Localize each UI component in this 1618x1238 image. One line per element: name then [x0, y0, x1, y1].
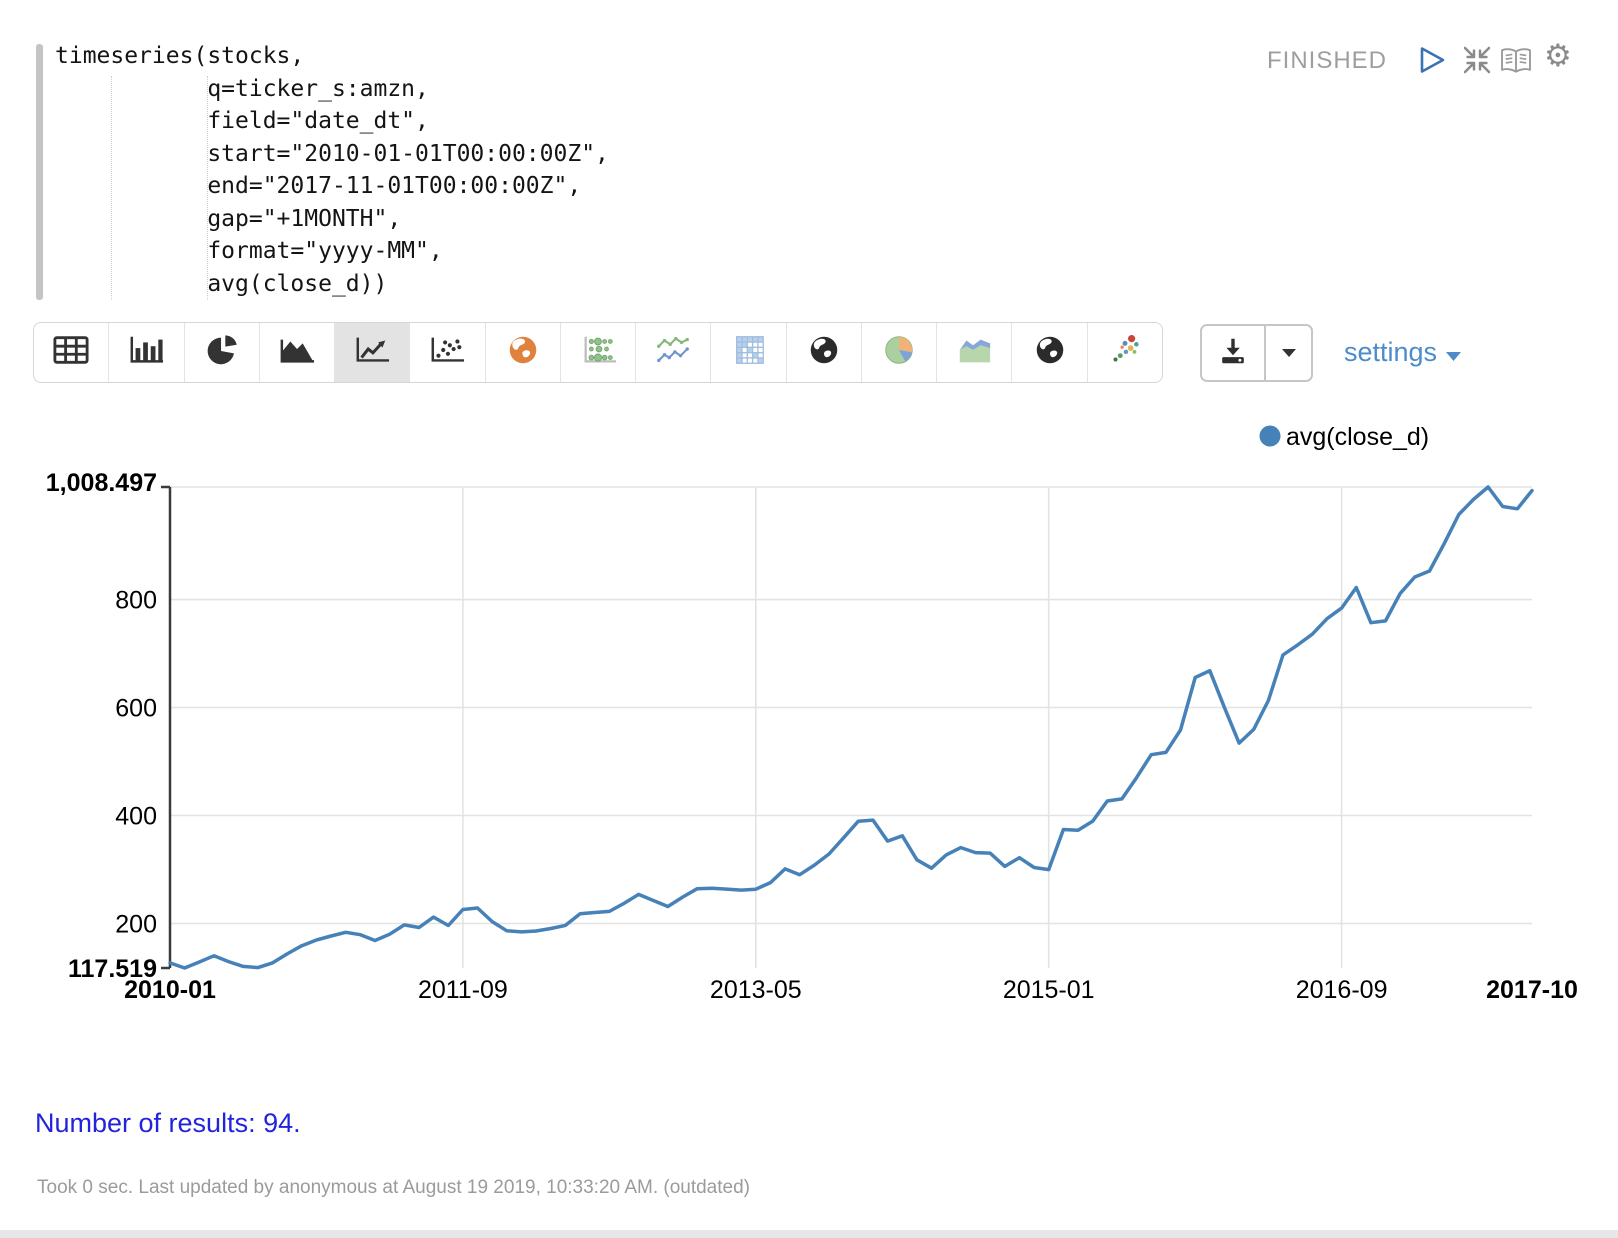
chart-type-globe-orange-button[interactable] — [486, 323, 561, 382]
next-paragraph-divider — [0, 1230, 1618, 1238]
show-editor-button[interactable] — [1499, 47, 1531, 77]
book-icon — [1499, 48, 1533, 79]
y-axis-tick-label: 800 — [115, 587, 157, 615]
heatmap-icon — [727, 332, 771, 373]
chart-type-scatter-colored-button[interactable] — [1088, 323, 1162, 382]
run-button[interactable] — [1417, 45, 1447, 75]
editor-scrollbar[interactable] — [36, 44, 43, 300]
legend-swatch[interactable] — [1259, 425, 1281, 447]
chevron-down-icon — [1446, 337, 1462, 368]
x-axis-tick-label: 2017-10 — [1486, 976, 1578, 1004]
y-axis-min-label: 117.519 — [68, 955, 157, 983]
code-editor[interactable]: timeseries(stocks, q=ticker_s:amzn, fiel… — [55, 43, 609, 297]
dot-matrix-icon — [576, 332, 620, 373]
download-icon — [1214, 335, 1252, 372]
chart-type-dot-matrix-button[interactable] — [561, 323, 637, 382]
pie-colored-icon — [877, 332, 921, 373]
chart-type-pie-chart-button[interactable] — [185, 323, 260, 382]
bar-chart-icon — [124, 332, 168, 373]
paragraph-settings-button[interactable]: ⚙ — [1544, 38, 1574, 74]
line-chart-icon — [350, 332, 394, 373]
chart-type-globe-dark-2-button[interactable] — [1012, 323, 1088, 382]
download-button-group — [1200, 324, 1313, 382]
series-line-avg-close_d — [168, 485, 1534, 970]
paragraph-status: FINISHED — [1266, 47, 1387, 74]
chart-type-toolbar — [33, 322, 1163, 383]
results-count: Number of results: 94. — [35, 1108, 301, 1138]
area-chart-icon — [275, 332, 319, 373]
settings-label: settings — [1344, 337, 1438, 367]
x-axis-tick-label: 2010-01 — [124, 976, 216, 1004]
paragraph-footer: Took 0 sec. Last updated by anonymous at… — [37, 1177, 750, 1198]
chart-type-heatmap-button[interactable] — [711, 323, 787, 382]
collapse-button[interactable] — [1462, 45, 1492, 75]
indent-guide — [111, 76, 112, 300]
chart-type-bar-chart-button[interactable] — [109, 323, 185, 382]
y-axis-tick-label: 600 — [115, 695, 157, 723]
chart-type-line-chart-button[interactable] — [335, 323, 411, 382]
multi-line-icon — [651, 332, 695, 373]
x-axis-tick-label: 2011-09 — [418, 976, 508, 1004]
globe-orange-icon — [501, 332, 545, 373]
legend-label[interactable]: avg(close_d) — [1286, 423, 1429, 451]
chart-type-area-colored-button[interactable] — [937, 323, 1013, 382]
chart-type-pie-colored-button[interactable] — [862, 323, 938, 382]
x-axis-tick-label: 2016-09 — [1296, 976, 1388, 1004]
gear-icon: ⚙ — [1544, 38, 1572, 74]
y-axis-tick-label: 200 — [115, 911, 157, 939]
scatter-chart-icon — [425, 332, 469, 373]
download-options-button[interactable] — [1266, 326, 1311, 380]
chart-type-area-chart-button[interactable] — [260, 323, 336, 382]
globe-dark-icon — [802, 332, 846, 373]
chart-type-table-button[interactable] — [34, 323, 110, 382]
scatter-colored-icon — [1103, 332, 1147, 373]
chart-type-globe-dark-button[interactable] — [787, 323, 862, 382]
indent-guide — [207, 76, 208, 300]
area-colored-icon — [952, 332, 996, 373]
x-axis-tick-label: 2015-01 — [1003, 976, 1095, 1004]
chart-settings-toggle[interactable]: settings — [1344, 337, 1462, 368]
x-axis-tick-label: 2013-05 — [710, 976, 802, 1004]
table-icon — [49, 332, 93, 373]
chevron-down-icon — [1281, 344, 1296, 362]
compress-icon — [1462, 46, 1492, 79]
chart-type-multi-line-button[interactable] — [636, 323, 712, 382]
pie-chart-icon — [200, 332, 244, 373]
play-icon — [1417, 47, 1447, 79]
y-axis-tick-label: 400 — [115, 803, 157, 831]
y-axis-max-label: 1,008.497 — [46, 469, 157, 497]
globe-dark-2-icon — [1028, 332, 1072, 373]
download-button[interactable] — [1202, 326, 1266, 380]
chart-type-scatter-chart-button[interactable] — [410, 323, 486, 382]
